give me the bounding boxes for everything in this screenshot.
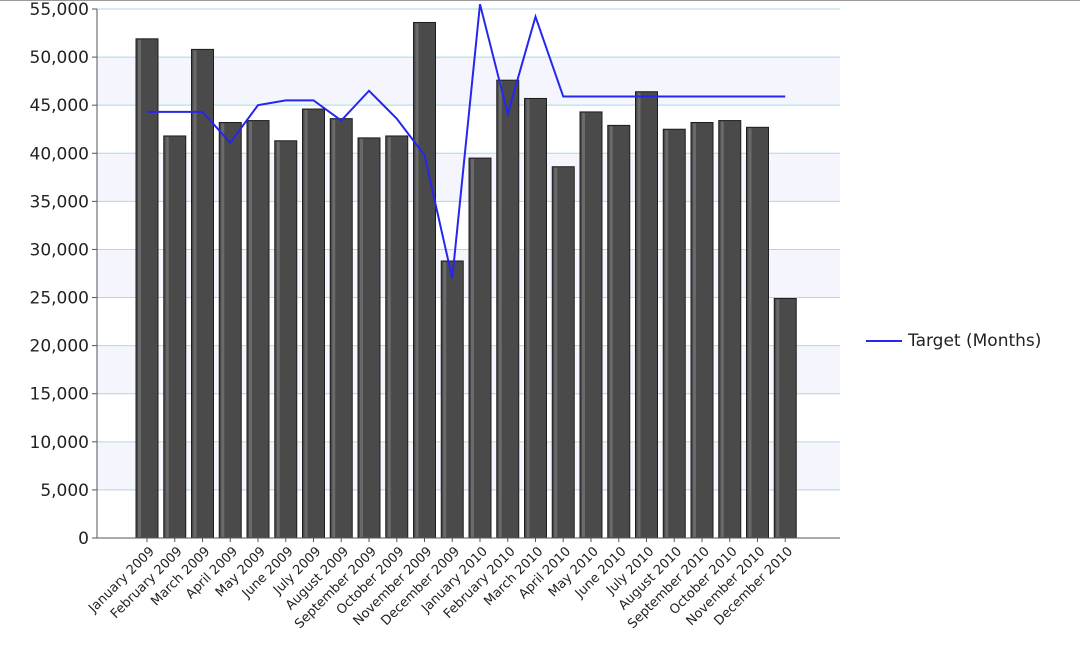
y-tick-label: 10,000 (30, 433, 89, 453)
bar-highlight (720, 121, 724, 537)
bar-highlight (498, 81, 502, 537)
bar-highlight (554, 167, 558, 538)
bar-highlight (609, 126, 613, 537)
bar-highlight (693, 123, 696, 538)
target-line-series (147, 3, 786, 279)
y-tick-label: 50,000 (30, 48, 89, 68)
bar-highlight (138, 39, 141, 537)
bar-highlight (276, 141, 280, 537)
bar-highlight (471, 159, 474, 537)
bar-highlight (193, 50, 197, 537)
y-tick-label: 5,000 (40, 481, 89, 501)
y-tick-label: 15,000 (30, 385, 89, 405)
y-tick-label: 40,000 (30, 144, 89, 164)
bar-highlight (221, 123, 225, 538)
bar-highlight (748, 128, 752, 537)
bar-highlight (304, 110, 308, 538)
y-tick-label: 25,000 (30, 289, 89, 309)
bar-highlight (443, 261, 447, 537)
bar-highlight (665, 130, 669, 537)
bar-highlight (637, 92, 641, 537)
bar-series (135, 21, 797, 539)
target-line (147, 3, 786, 279)
bar-highlight (165, 136, 169, 537)
y-tick-label: 0 (78, 529, 89, 549)
axes (92, 8, 840, 542)
bar-highlight (415, 23, 419, 537)
bar-highlight (776, 299, 780, 537)
y-tick-label: 30,000 (30, 240, 89, 260)
bar-highlight (249, 121, 252, 537)
legend-label: Target (Months) (908, 331, 1042, 351)
bar-highlight (332, 119, 336, 537)
bar-highlight (582, 112, 585, 537)
y-tick-label: 20,000 (30, 337, 89, 357)
y-axis-tick-labels: 0 5,000 10,000 15,000 20,000 25,000 30,000 35,0… (30, 1, 89, 549)
y-tick-label: 55,000 (30, 1, 89, 20)
y-tick-label: 45,000 (30, 96, 89, 116)
bar-highlight (387, 136, 391, 537)
bar-highlight (360, 138, 363, 537)
legend: Target (Months) (866, 329, 1041, 353)
y-tick-label: 35,000 (30, 192, 89, 212)
legend-line-swatch (866, 340, 902, 342)
bar-highlight (526, 99, 530, 537)
